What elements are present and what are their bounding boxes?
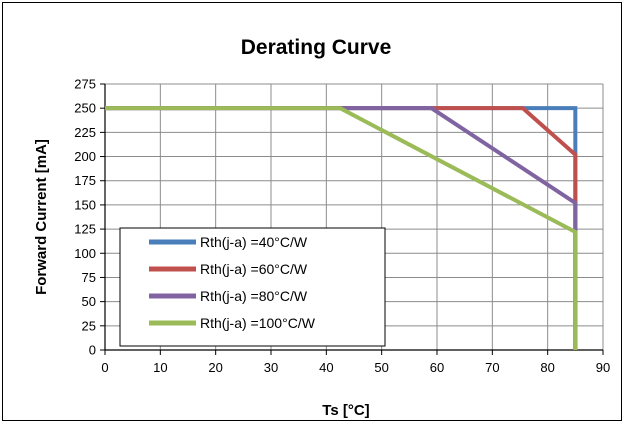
x-tick-labels: 0 10 20 30 40 50 60 70 80 90 xyxy=(101,360,610,375)
x-tick-label-8: 80 xyxy=(540,360,554,375)
legend-label-3: Rth(j-a) =100°C/W xyxy=(200,315,316,331)
axes xyxy=(100,83,604,355)
y-tick-label-8: 200 xyxy=(74,149,96,164)
y-tick-label-3: 75 xyxy=(82,270,96,285)
y-tick-labels: 0 25 50 75 100 125 150 175 200 225 250 275 xyxy=(74,77,96,358)
y-tick-label-9: 225 xyxy=(74,125,96,140)
legend-box xyxy=(119,227,386,347)
x-tick-label-0: 0 xyxy=(101,360,108,375)
x-tick-label-4: 40 xyxy=(319,360,333,375)
y-tick-label-11: 275 xyxy=(74,77,96,92)
legend-label-2: Rth(j-a) =80°C/W xyxy=(200,288,308,304)
x-tick-label-2: 20 xyxy=(208,360,222,375)
x-tick-label-3: 30 xyxy=(264,360,278,375)
y-tick-label-1: 25 xyxy=(82,318,96,333)
legend-label-0: Rth(j-a) =40°C/W xyxy=(200,234,308,250)
x-tick-label-7: 70 xyxy=(485,360,499,375)
x-axis-title: Ts [°C] xyxy=(322,402,369,419)
series-line-3 xyxy=(105,106,578,350)
y-tick-label-0: 0 xyxy=(89,343,96,358)
x-tick-label-6: 60 xyxy=(430,360,444,375)
x-tick-label-1: 10 xyxy=(153,360,167,375)
y-tick-label-5: 125 xyxy=(74,222,96,237)
legend-label-1: Rth(j-a) =60°C/W xyxy=(200,261,308,277)
y-tick-label-7: 175 xyxy=(74,173,96,188)
y-tick-label-4: 100 xyxy=(74,246,96,261)
y-axis-title: Forward Current [mA] xyxy=(33,139,50,295)
chart-title: Derating Curve xyxy=(241,36,392,59)
x-tick-label-5: 50 xyxy=(374,360,388,375)
y-tick-label-2: 50 xyxy=(82,294,96,309)
series-lines xyxy=(105,106,578,350)
y-tick-label-10: 250 xyxy=(74,101,96,116)
y-tick-label-6: 150 xyxy=(74,197,96,212)
legend: Rth(j-a) =40°C/W Rth(j-a) =60°C/W Rth(j-a)… xyxy=(119,227,386,347)
x-tick-label-9: 90 xyxy=(596,360,610,375)
